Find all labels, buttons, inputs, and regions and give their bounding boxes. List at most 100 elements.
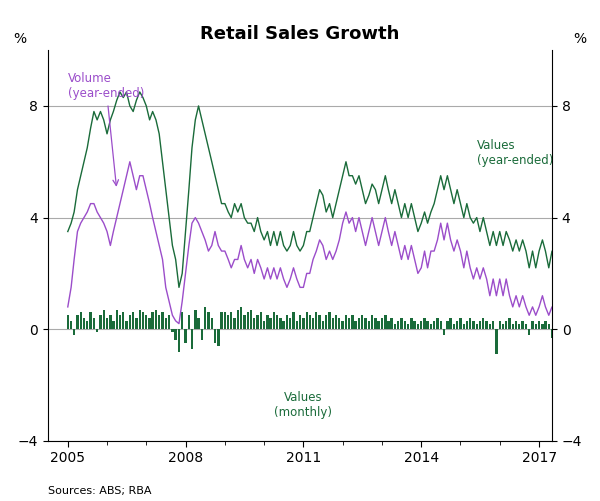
Bar	[256, 315, 259, 329]
Bar	[132, 313, 134, 329]
Bar	[456, 321, 458, 329]
Bar	[338, 318, 340, 329]
Bar	[204, 307, 206, 329]
Bar	[93, 318, 95, 329]
Bar	[240, 307, 242, 329]
Bar	[302, 318, 305, 329]
Bar	[224, 313, 226, 329]
Bar	[243, 315, 245, 329]
Bar	[125, 321, 128, 329]
Bar	[476, 324, 478, 329]
Bar	[89, 313, 92, 329]
Bar	[535, 324, 537, 329]
Bar	[292, 313, 295, 329]
Text: Volume
(year-ended): Volume (year-ended)	[68, 73, 144, 185]
Bar	[197, 318, 200, 329]
Bar	[485, 321, 488, 329]
Bar	[289, 318, 292, 329]
Bar	[574, 324, 576, 329]
Bar	[407, 324, 409, 329]
Bar	[260, 313, 262, 329]
Bar	[440, 321, 442, 329]
Bar	[70, 321, 73, 329]
Bar	[420, 321, 422, 329]
Bar	[590, 321, 592, 329]
Bar	[417, 324, 419, 329]
Bar	[561, 321, 563, 329]
Bar	[211, 318, 213, 329]
Bar	[328, 313, 331, 329]
Bar	[397, 321, 400, 329]
Bar	[158, 315, 160, 329]
Bar	[116, 310, 118, 329]
Bar	[430, 324, 432, 329]
Bar	[148, 318, 151, 329]
Bar	[181, 313, 184, 329]
Bar	[381, 318, 383, 329]
Bar	[571, 329, 573, 335]
Bar	[541, 324, 544, 329]
Bar	[272, 313, 275, 329]
Bar	[400, 318, 403, 329]
Bar	[269, 318, 272, 329]
Bar	[142, 313, 144, 329]
Bar	[341, 321, 344, 329]
Bar	[358, 318, 360, 329]
Bar	[488, 324, 491, 329]
Bar	[499, 321, 501, 329]
Bar	[492, 321, 494, 329]
Bar	[482, 318, 484, 329]
Bar	[384, 315, 386, 329]
Bar	[155, 310, 157, 329]
Bar	[584, 329, 586, 335]
Bar	[161, 313, 164, 329]
Bar	[119, 315, 121, 329]
Bar	[335, 315, 337, 329]
Bar	[214, 329, 216, 343]
Text: Values
(monthly): Values (monthly)	[274, 391, 332, 419]
Bar	[508, 318, 511, 329]
Bar	[151, 313, 154, 329]
Bar	[548, 324, 550, 329]
Bar	[122, 313, 124, 329]
Bar	[106, 318, 108, 329]
Bar	[361, 315, 364, 329]
Bar	[250, 310, 252, 329]
Bar	[217, 329, 220, 346]
Bar	[296, 321, 298, 329]
Bar	[266, 315, 269, 329]
Bar	[521, 321, 524, 329]
Bar	[538, 321, 540, 329]
Bar	[505, 321, 508, 329]
Bar	[164, 318, 167, 329]
Bar	[374, 318, 377, 329]
Bar	[391, 318, 393, 329]
Bar	[233, 318, 236, 329]
Bar	[387, 321, 389, 329]
Bar	[436, 318, 439, 329]
Bar	[73, 329, 76, 335]
Bar	[580, 324, 583, 329]
Bar	[247, 313, 249, 329]
Bar	[453, 324, 455, 329]
Bar	[283, 321, 285, 329]
Bar	[322, 321, 324, 329]
Bar	[112, 321, 115, 329]
Bar	[305, 313, 308, 329]
Bar	[460, 318, 461, 329]
Bar	[188, 315, 190, 329]
Bar	[364, 318, 367, 329]
Bar	[443, 329, 445, 335]
Bar	[557, 324, 560, 329]
Bar	[518, 324, 520, 329]
Bar	[128, 315, 131, 329]
Bar	[319, 315, 321, 329]
Bar	[175, 329, 177, 340]
Y-axis label: %: %	[14, 32, 27, 46]
Bar	[544, 321, 547, 329]
Bar	[220, 313, 223, 329]
Bar	[103, 310, 105, 329]
Bar	[236, 310, 239, 329]
Bar	[348, 318, 350, 329]
Bar	[587, 324, 589, 329]
